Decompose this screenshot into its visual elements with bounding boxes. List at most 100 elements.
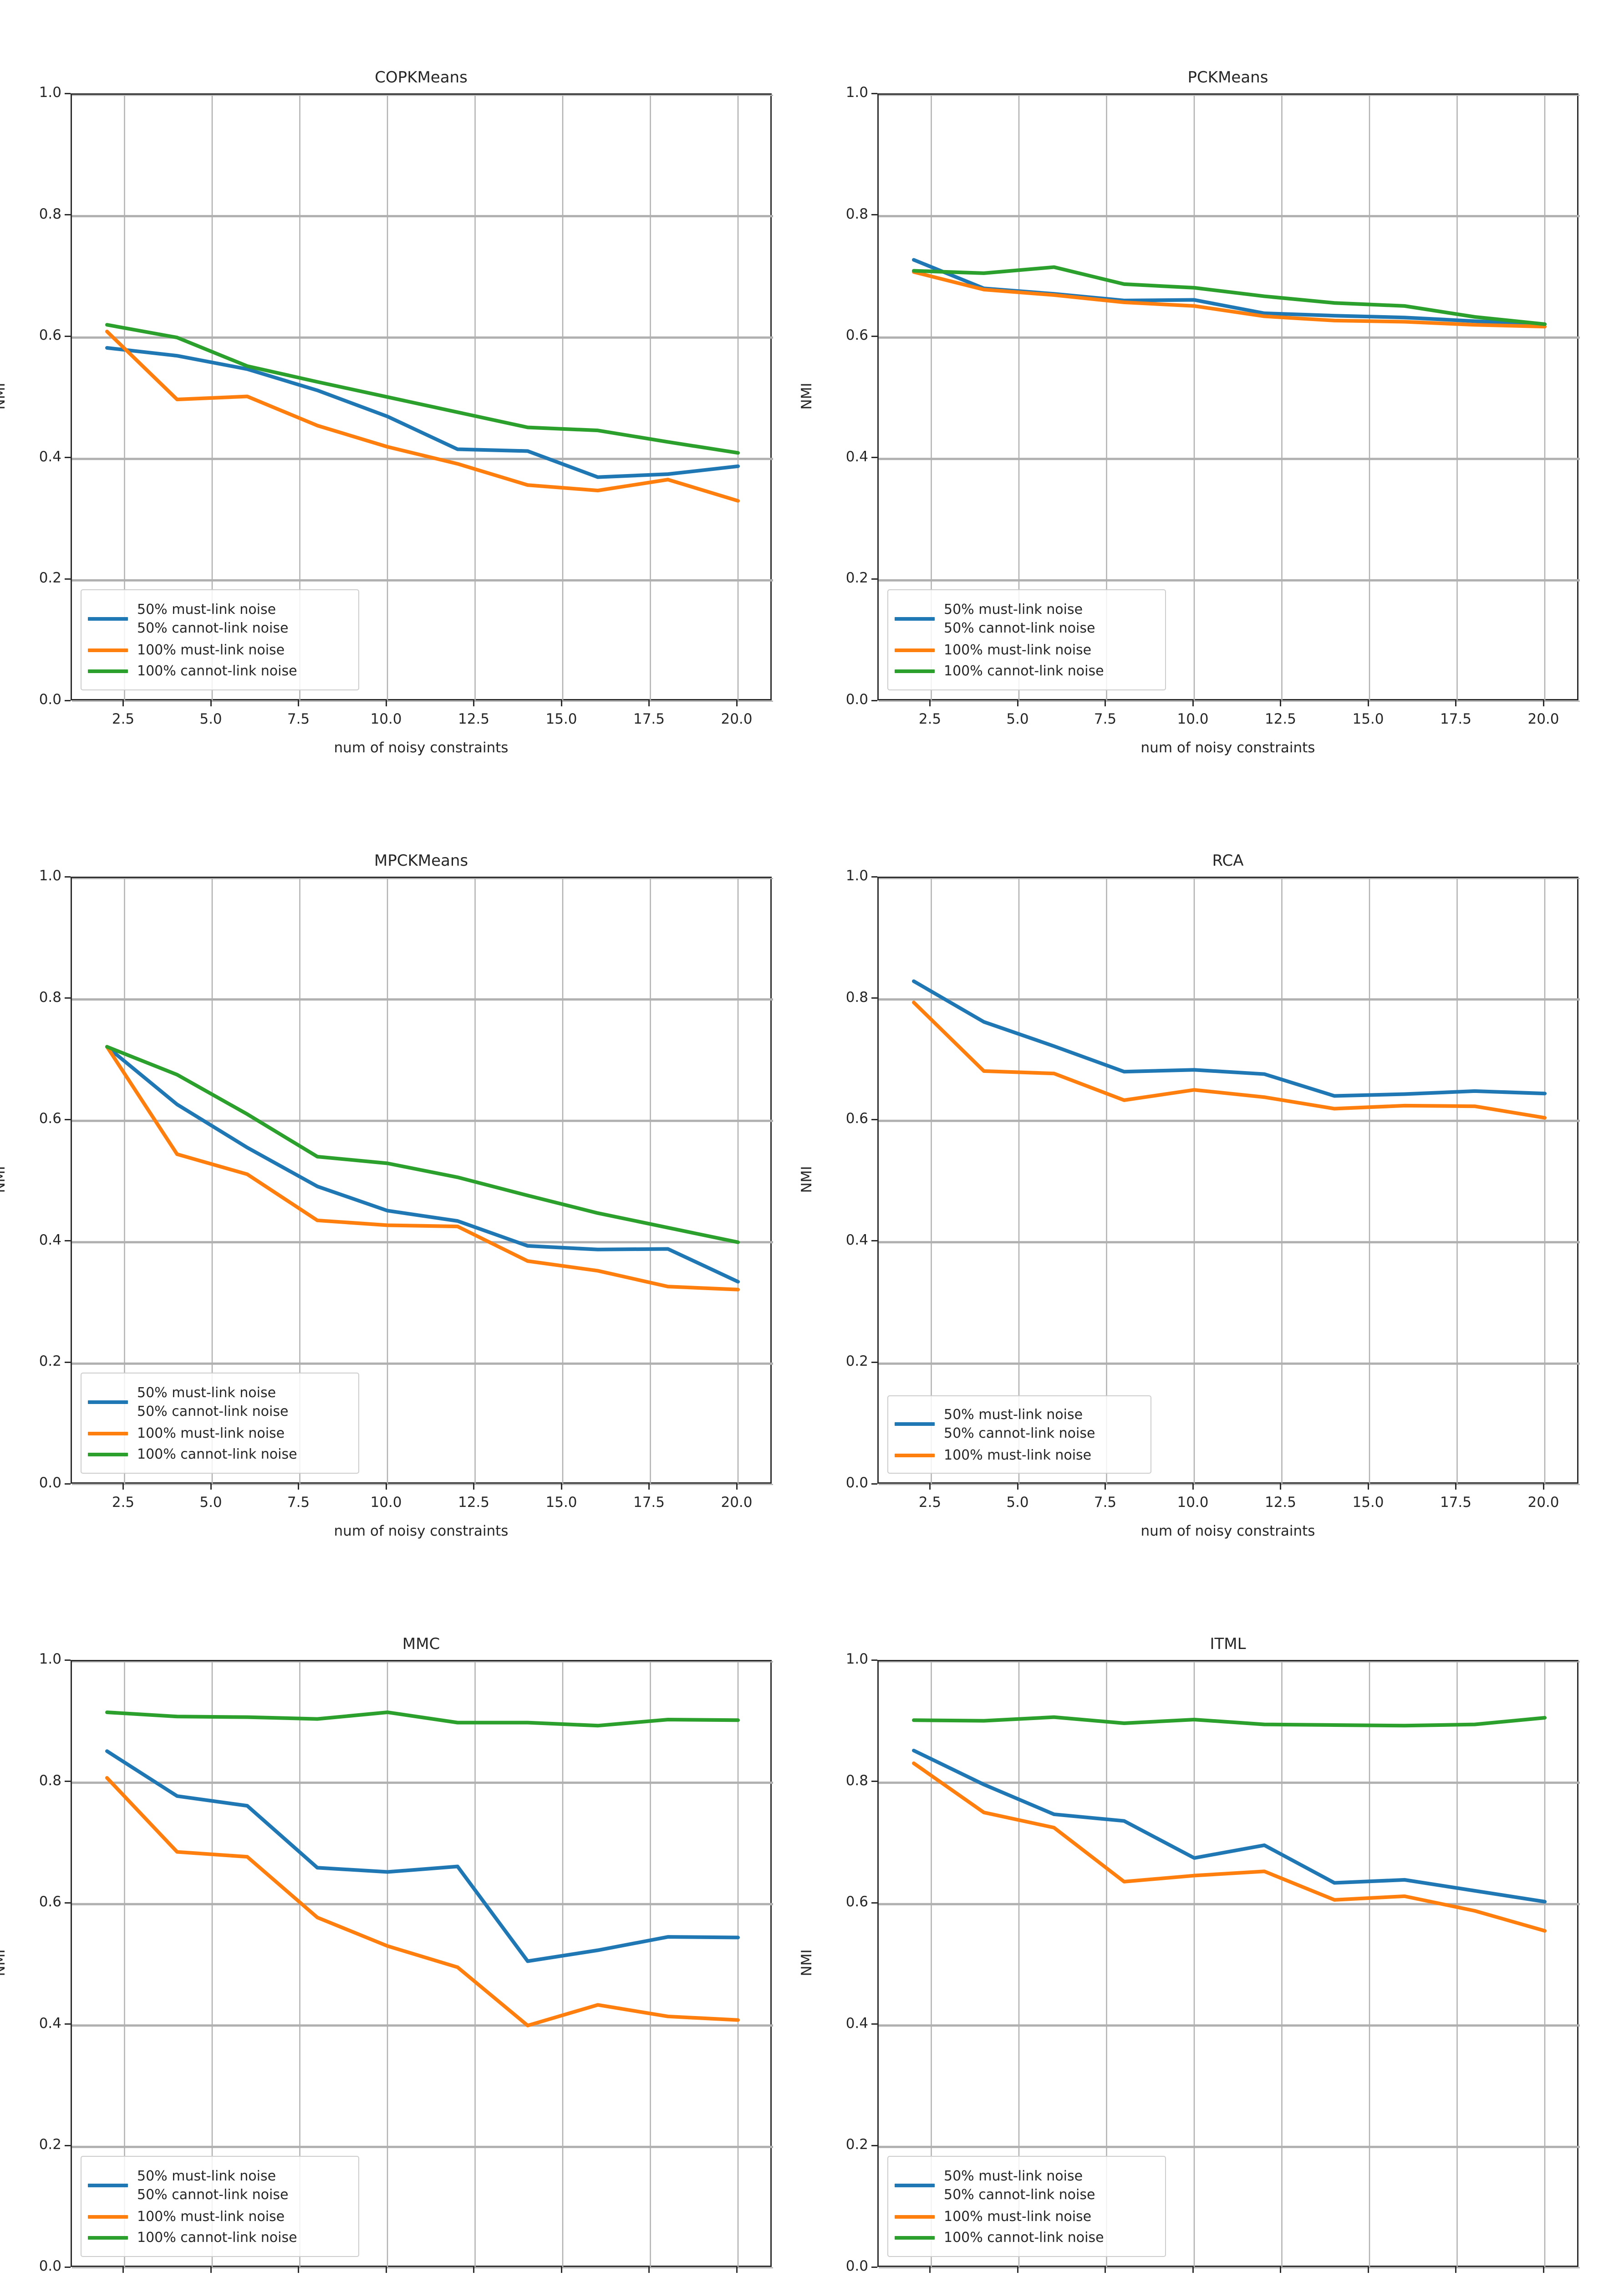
y-tick-label: 1.0 <box>39 84 61 101</box>
legend[interactable]: 50% must-link noise 50% cannot-link noise… <box>81 2156 359 2257</box>
legend[interactable]: 50% must-link noise 50% cannot-link noise… <box>887 2156 1166 2257</box>
x-tick-mark <box>210 2267 212 2273</box>
y-tick-mark <box>871 2266 877 2268</box>
legend[interactable]: 50% must-link noise 50% cannot-link noise… <box>81 589 359 690</box>
y-tick-mark <box>871 876 877 878</box>
legend-item-50pct[interactable]: 50% must-link noise 50% cannot-link noise <box>88 1381 350 1423</box>
y-tick-mark <box>65 214 71 216</box>
legend-label-50-must-link: 50% must-link noise <box>944 1406 1083 1423</box>
legend-item-100-must-link[interactable]: 100% must-link noise <box>88 640 350 661</box>
legend-item-100-cannot-link[interactable]: 100% cannot-link noise <box>88 2227 350 2248</box>
legend-item-50pct[interactable]: 50% must-link noise 50% cannot-link noise <box>88 2165 350 2206</box>
legend-item-100-must-link[interactable]: 100% must-link noise <box>895 1445 1142 1466</box>
legend-item-100-must-link[interactable]: 100% must-link noise <box>88 2206 350 2227</box>
subplot-title: ITML <box>1210 1635 1246 1653</box>
legend-item-100-must-link[interactable]: 100% must-link noise <box>895 640 1157 661</box>
y-tick-label: 0.6 <box>39 1110 61 1127</box>
x-tick-mark <box>1280 2267 1281 2273</box>
legend-item-100-cannot-link[interactable]: 100% cannot-link noise <box>895 661 1157 682</box>
legend[interactable]: 50% must-link noise 50% cannot-link noise… <box>887 589 1166 690</box>
x-tick-mark <box>736 1484 738 1490</box>
y-tick-label: 1.0 <box>39 1651 61 1667</box>
x-tick-mark <box>1367 1484 1369 1490</box>
x-tick-mark <box>560 1484 562 1490</box>
series-line <box>912 270 1547 329</box>
x-tick-label: 7.5 <box>1094 711 1117 727</box>
x-tick-label: 10.0 <box>370 1494 402 1511</box>
legend-item-50pct[interactable]: 50% must-link noise 50% cannot-link noise <box>88 598 350 640</box>
legend-item-50pct[interactable]: 50% must-link noise 50% cannot-link noise <box>895 2165 1157 2206</box>
y-tick-label: 0.0 <box>845 1475 868 1491</box>
x-tick-label: 12.5 <box>1264 711 1297 727</box>
legend-item-50pct[interactable]: 50% must-link noise 50% cannot-link noise <box>895 1403 1142 1445</box>
subplot-title: MPCKMeans <box>374 852 468 870</box>
x-tick-label: 15.0 <box>1352 1494 1384 1511</box>
y-tick-label: 0.4 <box>39 2015 61 2032</box>
legend-label-50-must-link: 50% must-link noise <box>137 601 276 618</box>
y-tick-mark <box>65 1781 71 1782</box>
x-tick-label: 7.5 <box>287 1494 310 1511</box>
x-tick-mark <box>560 700 562 706</box>
y-tick-label: 0.0 <box>39 1475 61 1491</box>
y-tick-label: 0.2 <box>39 2136 61 2153</box>
series-line <box>912 1748 1547 1904</box>
y-tick-mark <box>65 1240 71 1242</box>
x-axis-label: num of noisy constraints <box>334 1523 509 1539</box>
y-tick-mark <box>871 1483 877 1485</box>
y-tick-mark <box>871 1781 877 1782</box>
x-tick-label: 12.5 <box>1264 1494 1297 1511</box>
legend-swatch-green <box>88 2236 128 2240</box>
y-tick-mark <box>871 1659 877 1661</box>
y-tick-mark <box>65 997 71 999</box>
legend-swatch-orange <box>88 648 128 652</box>
y-tick-label: 0.4 <box>845 2015 868 2032</box>
x-tick-label: 5.0 <box>199 1494 222 1511</box>
y-tick-mark <box>65 2023 71 2025</box>
series-line <box>105 329 740 503</box>
x-axis-label: num of noisy constraints <box>1140 740 1315 756</box>
subplot-title: MMC <box>402 1635 440 1653</box>
legend-label-50-must-link: 50% must-link noise <box>944 601 1083 618</box>
legend-item-50pct[interactable]: 50% must-link noise 50% cannot-link noise <box>895 598 1157 640</box>
legend-item-100-cannot-link[interactable]: 100% cannot-link noise <box>88 1444 350 1465</box>
series-line <box>105 1045 740 1284</box>
x-tick-label: 20.0 <box>721 1494 753 1511</box>
x-tick-mark <box>1455 2267 1456 2273</box>
legend[interactable]: 50% must-link noise 50% cannot-link noise… <box>81 1373 359 1474</box>
x-tick-mark <box>1105 2267 1106 2273</box>
y-tick-label: 0.0 <box>39 691 61 708</box>
legend-swatch-blue <box>88 617 128 621</box>
y-tick-mark <box>871 1118 877 1120</box>
x-tick-mark <box>473 1484 474 1490</box>
x-tick-mark <box>1192 1484 1194 1490</box>
x-tick-label: 17.5 <box>633 711 665 727</box>
x-tick-label: 2.5 <box>112 711 135 727</box>
legend-swatch-green <box>88 669 128 673</box>
legend-item-100-must-link[interactable]: 100% must-link noise <box>88 1423 350 1444</box>
y-tick-label: 0.4 <box>39 448 61 465</box>
x-tick-mark <box>1017 700 1018 706</box>
legend-item-100-must-link[interactable]: 100% must-link noise <box>895 2206 1157 2227</box>
legend[interactable]: 50% must-link noise 50% cannot-link noise… <box>887 1395 1151 1474</box>
legend-item-100-cannot-link[interactable]: 100% cannot-link noise <box>895 2227 1157 2248</box>
legend-label-50-cannot-link: 50% cannot-link noise <box>137 2187 289 2203</box>
series-line <box>105 1045 740 1292</box>
x-tick-mark <box>1367 700 1369 706</box>
x-tick-mark <box>122 2267 124 2273</box>
legend-item-100-cannot-link[interactable]: 100% cannot-link noise <box>88 661 350 682</box>
y-tick-label: 0.8 <box>39 1772 61 1789</box>
x-tick-mark <box>298 1484 299 1490</box>
legend-label-50-cannot-link: 50% cannot-link noise <box>944 1425 1095 1441</box>
x-tick-mark <box>929 700 931 706</box>
plot-area <box>877 877 1580 1485</box>
y-tick-mark <box>871 578 877 580</box>
legend-label-100-cannot-link: 100% cannot-link noise <box>944 2230 1104 2246</box>
x-tick-label: 7.5 <box>1094 1494 1117 1511</box>
y-tick-label: 1.0 <box>845 868 868 884</box>
y-tick-mark <box>65 1361 71 1363</box>
series-line <box>105 1749 740 1963</box>
